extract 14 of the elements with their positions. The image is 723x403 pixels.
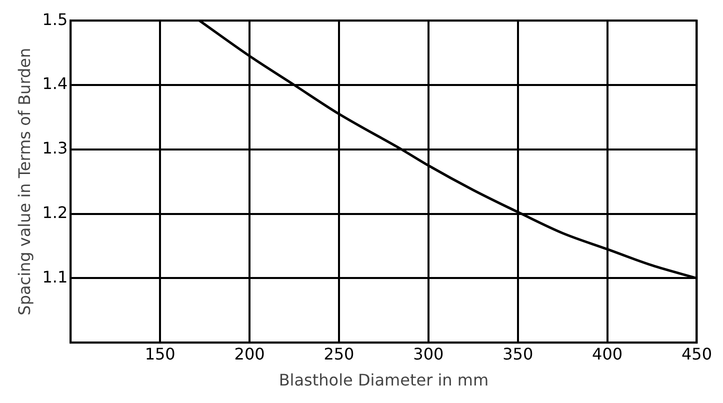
x-axis-title: Blasthole Diameter in mm [278,370,489,390]
x-tick-label: 300 [413,344,444,364]
y-tick-label: 1.1 [42,267,68,286]
x-tick-label: 450 [681,344,712,364]
x-tick-label: 200 [234,344,265,364]
y-axis-title: Spacing value in Terms of Burden [14,48,34,316]
x-tick-label: 350 [502,344,534,364]
x-tick-label: 250 [324,344,354,364]
y-tick-label: 1.3 [42,138,68,158]
x-tick-label: 150 [144,344,176,364]
y-tick-label: 1.5 [42,10,68,29]
x-tick-label: 400 [592,344,623,364]
y-tick-label: 1.4 [42,74,68,94]
y-tick-label: 1.2 [42,202,68,222]
